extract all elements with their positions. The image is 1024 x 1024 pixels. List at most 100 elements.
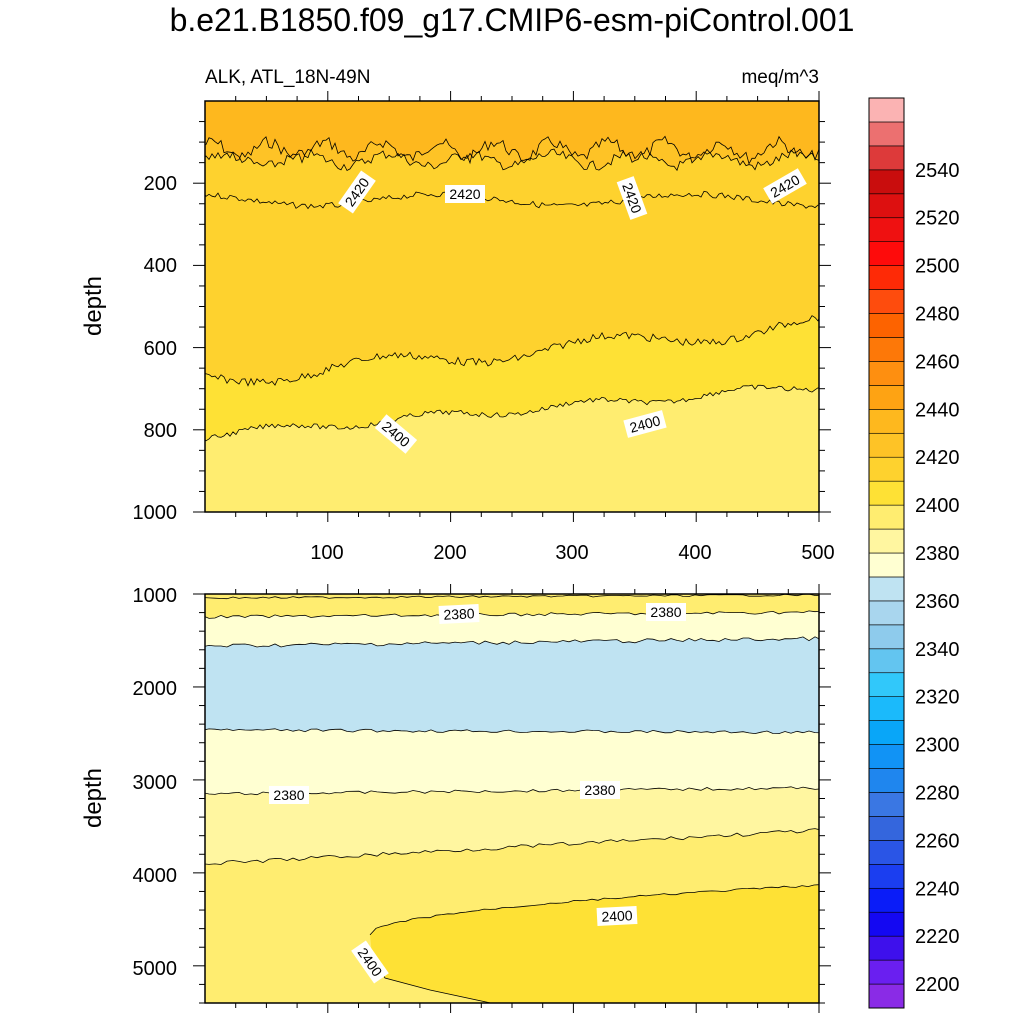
contour-line [205,594,819,600]
y-axis-title: depth [80,768,107,828]
colorbar-cell [868,337,905,362]
colorbar-label: 2500 [915,256,960,278]
colorbar-label: 2300 [915,735,960,757]
colorbar-label: 2380 [915,543,960,565]
contour-label-text: 2380 [273,787,304,803]
colorbar-cell [868,313,905,338]
lower-panel: 2380 2380 2380 2380 2400 2400 1000 2000 … [80,584,831,1013]
colorbar-label: 2200 [915,974,960,996]
colorbar-cell [868,648,905,674]
colorbar-label: 2540 [915,160,960,182]
band-bot-2400 [370,884,819,1003]
contour-line-2440 [205,135,819,165]
contour-line-2400 [205,384,819,442]
colorbar-cell [868,744,905,769]
contour-label: 2400 [596,905,638,927]
colorbar-cell [868,97,905,123]
colorbar-cell [868,265,905,290]
colorbar-cell [868,624,905,650]
colorbar-cell [868,911,905,937]
x-tick-label: 100 [310,542,343,564]
colorbar-cell [868,169,905,195]
colorbar-cell [868,672,905,697]
contour-line [205,636,819,648]
contour-label-text: 2380 [584,782,615,798]
band-top-2440 [205,101,819,164]
contour-label: 2380 [646,603,686,621]
contour-label-text: 2400 [628,412,662,436]
colorbar-cell [868,432,905,458]
colorbar-label: 2260 [915,830,960,852]
y-tick-label: 400 [144,255,177,277]
colorbar-cell [868,456,905,482]
colorbar-cell [868,935,905,961]
y-axis-title: depth [80,276,107,336]
y-tick-label: 200 [144,173,177,195]
contour-label: 2380 [269,786,309,804]
y-tick-label: 4000 [133,865,178,887]
colorbar-cell [868,217,905,242]
colorbar-label: 2240 [915,878,960,900]
band-bot-2360 [205,636,819,734]
chart-title: b.e21.B1850.f09_g17.CMIP6-esm-piControl.… [169,2,855,38]
colorbar-cell [868,289,905,314]
colorbar-cell [868,361,905,386]
contour-line-2420 [205,190,819,387]
y-tick-label: 800 [144,420,177,442]
colorbar-cell [868,241,905,266]
left-header: ALK, ATL_18N-49N [205,67,370,88]
colorbar-frame [868,97,905,1009]
y-tick-label: 2000 [133,678,178,700]
upper-ticks [193,91,831,522]
colorbar-label: 2220 [915,926,960,948]
x-tick-label: 300 [555,542,588,564]
contour-line [205,610,819,619]
colorbar-cell [868,959,905,985]
colorbar-cell [868,720,905,745]
upper-panel: 2420 2420 2420 2420 2400 2400 200 400 60… [80,91,835,564]
colorbar-cell [868,552,905,578]
colorbar: 2200 2220 2240 2260 2280 2300 2320 2340 2360 2380… [868,97,960,1009]
y-tick-label: 3000 [133,772,178,794]
y-tick-label: 1000 [133,502,178,524]
colorbar-label: 2480 [915,304,960,326]
colorbar-label: 2280 [915,783,960,805]
colorbar-cell [868,576,905,602]
contour-label: 2380 [438,603,480,625]
units-header: meq/m^3 [741,67,819,88]
colorbar-label: 2320 [915,687,960,709]
y-tick-label: 1000 [133,585,178,607]
x-tick-label: 400 [678,542,711,564]
colorbar-cell [868,840,905,865]
colorbar-label: 2420 [915,447,960,469]
colorbar-cell [868,792,905,817]
colorbar-label: 2440 [915,399,960,421]
colorbar-label: 2460 [915,351,960,373]
contour-label: 2420 [445,185,485,203]
colorbar-label: 2520 [915,208,960,230]
colorbar-cell [868,600,905,626]
y-tick-label: 600 [144,338,177,360]
colorbar-cell [868,983,905,1009]
colorbar-label: 2340 [915,639,960,661]
y-tick-label: 5000 [133,958,178,980]
contour-label-text: 2420 [449,186,480,202]
colorbar-label: 2360 [915,591,960,613]
contour-label-text: 2380 [443,605,475,623]
colorbar-cell [868,193,905,219]
contour-line [205,828,819,865]
colorbar-cell [868,864,905,889]
colorbar-cell [868,480,905,506]
contour-label: 2400 [623,410,667,438]
colorbar-cell [868,121,905,147]
contour-label-text: 2400 [601,907,633,925]
band-top-2400 [205,385,819,512]
contour-label-text: 2380 [650,604,681,620]
colorbar-cell [868,887,905,913]
colorbar-cell [868,696,905,721]
contour-line-2430 [205,148,819,172]
colorbar-cell [868,768,905,793]
x-tick-label: 200 [433,542,466,564]
band-top-2420 [205,101,819,386]
